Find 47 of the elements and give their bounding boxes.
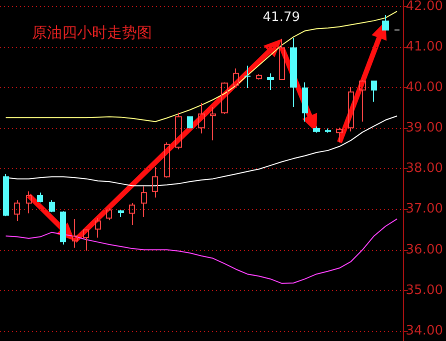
candlestick bbox=[106, 208, 112, 221]
text: 原油四小时走势图 bbox=[32, 24, 152, 42]
y-tick-label: 40.00 bbox=[406, 80, 443, 96]
y-tick-label: 37.00 bbox=[406, 202, 443, 217]
candlestick bbox=[95, 218, 101, 238]
y-tick-label: 39.00 bbox=[406, 120, 443, 136]
candlestick bbox=[49, 200, 55, 213]
candlestick bbox=[313, 126, 320, 134]
candlestick bbox=[14, 200, 20, 222]
candlestick bbox=[302, 82, 308, 122]
candlestick bbox=[175, 112, 182, 150]
candlestick bbox=[164, 142, 170, 178]
candlestick bbox=[198, 102, 205, 134]
y-tick-label: 41.00 bbox=[406, 40, 443, 55]
candlestick bbox=[72, 218, 78, 248]
candlestick bbox=[83, 228, 89, 252]
candlestick bbox=[244, 65, 251, 88]
y-tick-label: 38.00 bbox=[406, 161, 443, 176]
candlestick bbox=[279, 38, 285, 80]
line-series bbox=[5, 218, 398, 284]
annotation: 41.79 bbox=[262, 10, 300, 25]
candlestick bbox=[3, 173, 9, 217]
candlestick bbox=[325, 128, 331, 134]
line-series bbox=[5, 10, 398, 122]
candlestick bbox=[359, 80, 366, 122]
candlestick bbox=[256, 74, 262, 80]
y-tick-label: 35.00 bbox=[406, 282, 443, 298]
candlestick bbox=[267, 72, 274, 91]
candlestick bbox=[60, 210, 66, 245]
candlestick bbox=[187, 116, 193, 128]
candlestick bbox=[37, 192, 43, 203]
candlestick bbox=[141, 186, 147, 218]
candlestick bbox=[152, 166, 158, 198]
candlestick bbox=[371, 80, 377, 102]
candlestick bbox=[26, 190, 32, 214]
y-tick-label: 36.00 bbox=[406, 242, 443, 258]
candlestick bbox=[233, 68, 239, 88]
candlestick bbox=[129, 202, 135, 226]
candlestick bbox=[382, 14, 389, 31]
candlestick bbox=[336, 127, 343, 143]
candlestick bbox=[210, 106, 216, 141]
y-tick-label: 42.00 bbox=[406, 0, 443, 14]
candlestick bbox=[348, 86, 354, 132]
candlestick bbox=[290, 38, 297, 108]
candlestick bbox=[221, 82, 228, 114]
candlestick bbox=[118, 210, 124, 218]
y-tick-label: 34.00 bbox=[406, 323, 443, 338]
